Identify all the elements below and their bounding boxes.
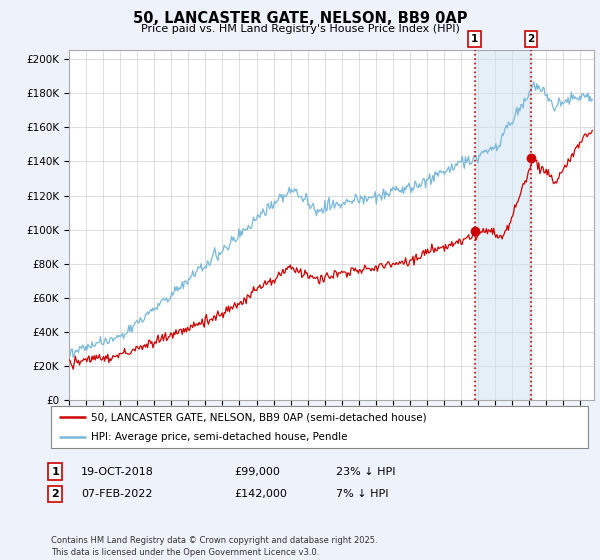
Text: 2: 2 xyxy=(52,489,59,499)
Text: 50, LANCASTER GATE, NELSON, BB9 0AP: 50, LANCASTER GATE, NELSON, BB9 0AP xyxy=(133,11,467,26)
Text: HPI: Average price, semi-detached house, Pendle: HPI: Average price, semi-detached house,… xyxy=(91,432,348,442)
Text: Contains HM Land Registry data © Crown copyright and database right 2025.
This d: Contains HM Land Registry data © Crown c… xyxy=(51,536,377,557)
Text: Price paid vs. HM Land Registry's House Price Index (HPI): Price paid vs. HM Land Registry's House … xyxy=(140,24,460,34)
Text: £99,000: £99,000 xyxy=(234,466,280,477)
Text: 50, LANCASTER GATE, NELSON, BB9 0AP (semi-detached house): 50, LANCASTER GATE, NELSON, BB9 0AP (sem… xyxy=(91,412,427,422)
Bar xyxy=(475,50,531,400)
Text: 2: 2 xyxy=(527,34,535,44)
Text: 07-FEB-2022: 07-FEB-2022 xyxy=(81,489,152,499)
Text: 19-OCT-2018: 19-OCT-2018 xyxy=(81,466,154,477)
Text: 23% ↓ HPI: 23% ↓ HPI xyxy=(336,466,395,477)
Text: 1: 1 xyxy=(471,34,478,44)
Text: 1: 1 xyxy=(52,466,59,477)
Text: 7% ↓ HPI: 7% ↓ HPI xyxy=(336,489,389,499)
Text: £142,000: £142,000 xyxy=(234,489,287,499)
